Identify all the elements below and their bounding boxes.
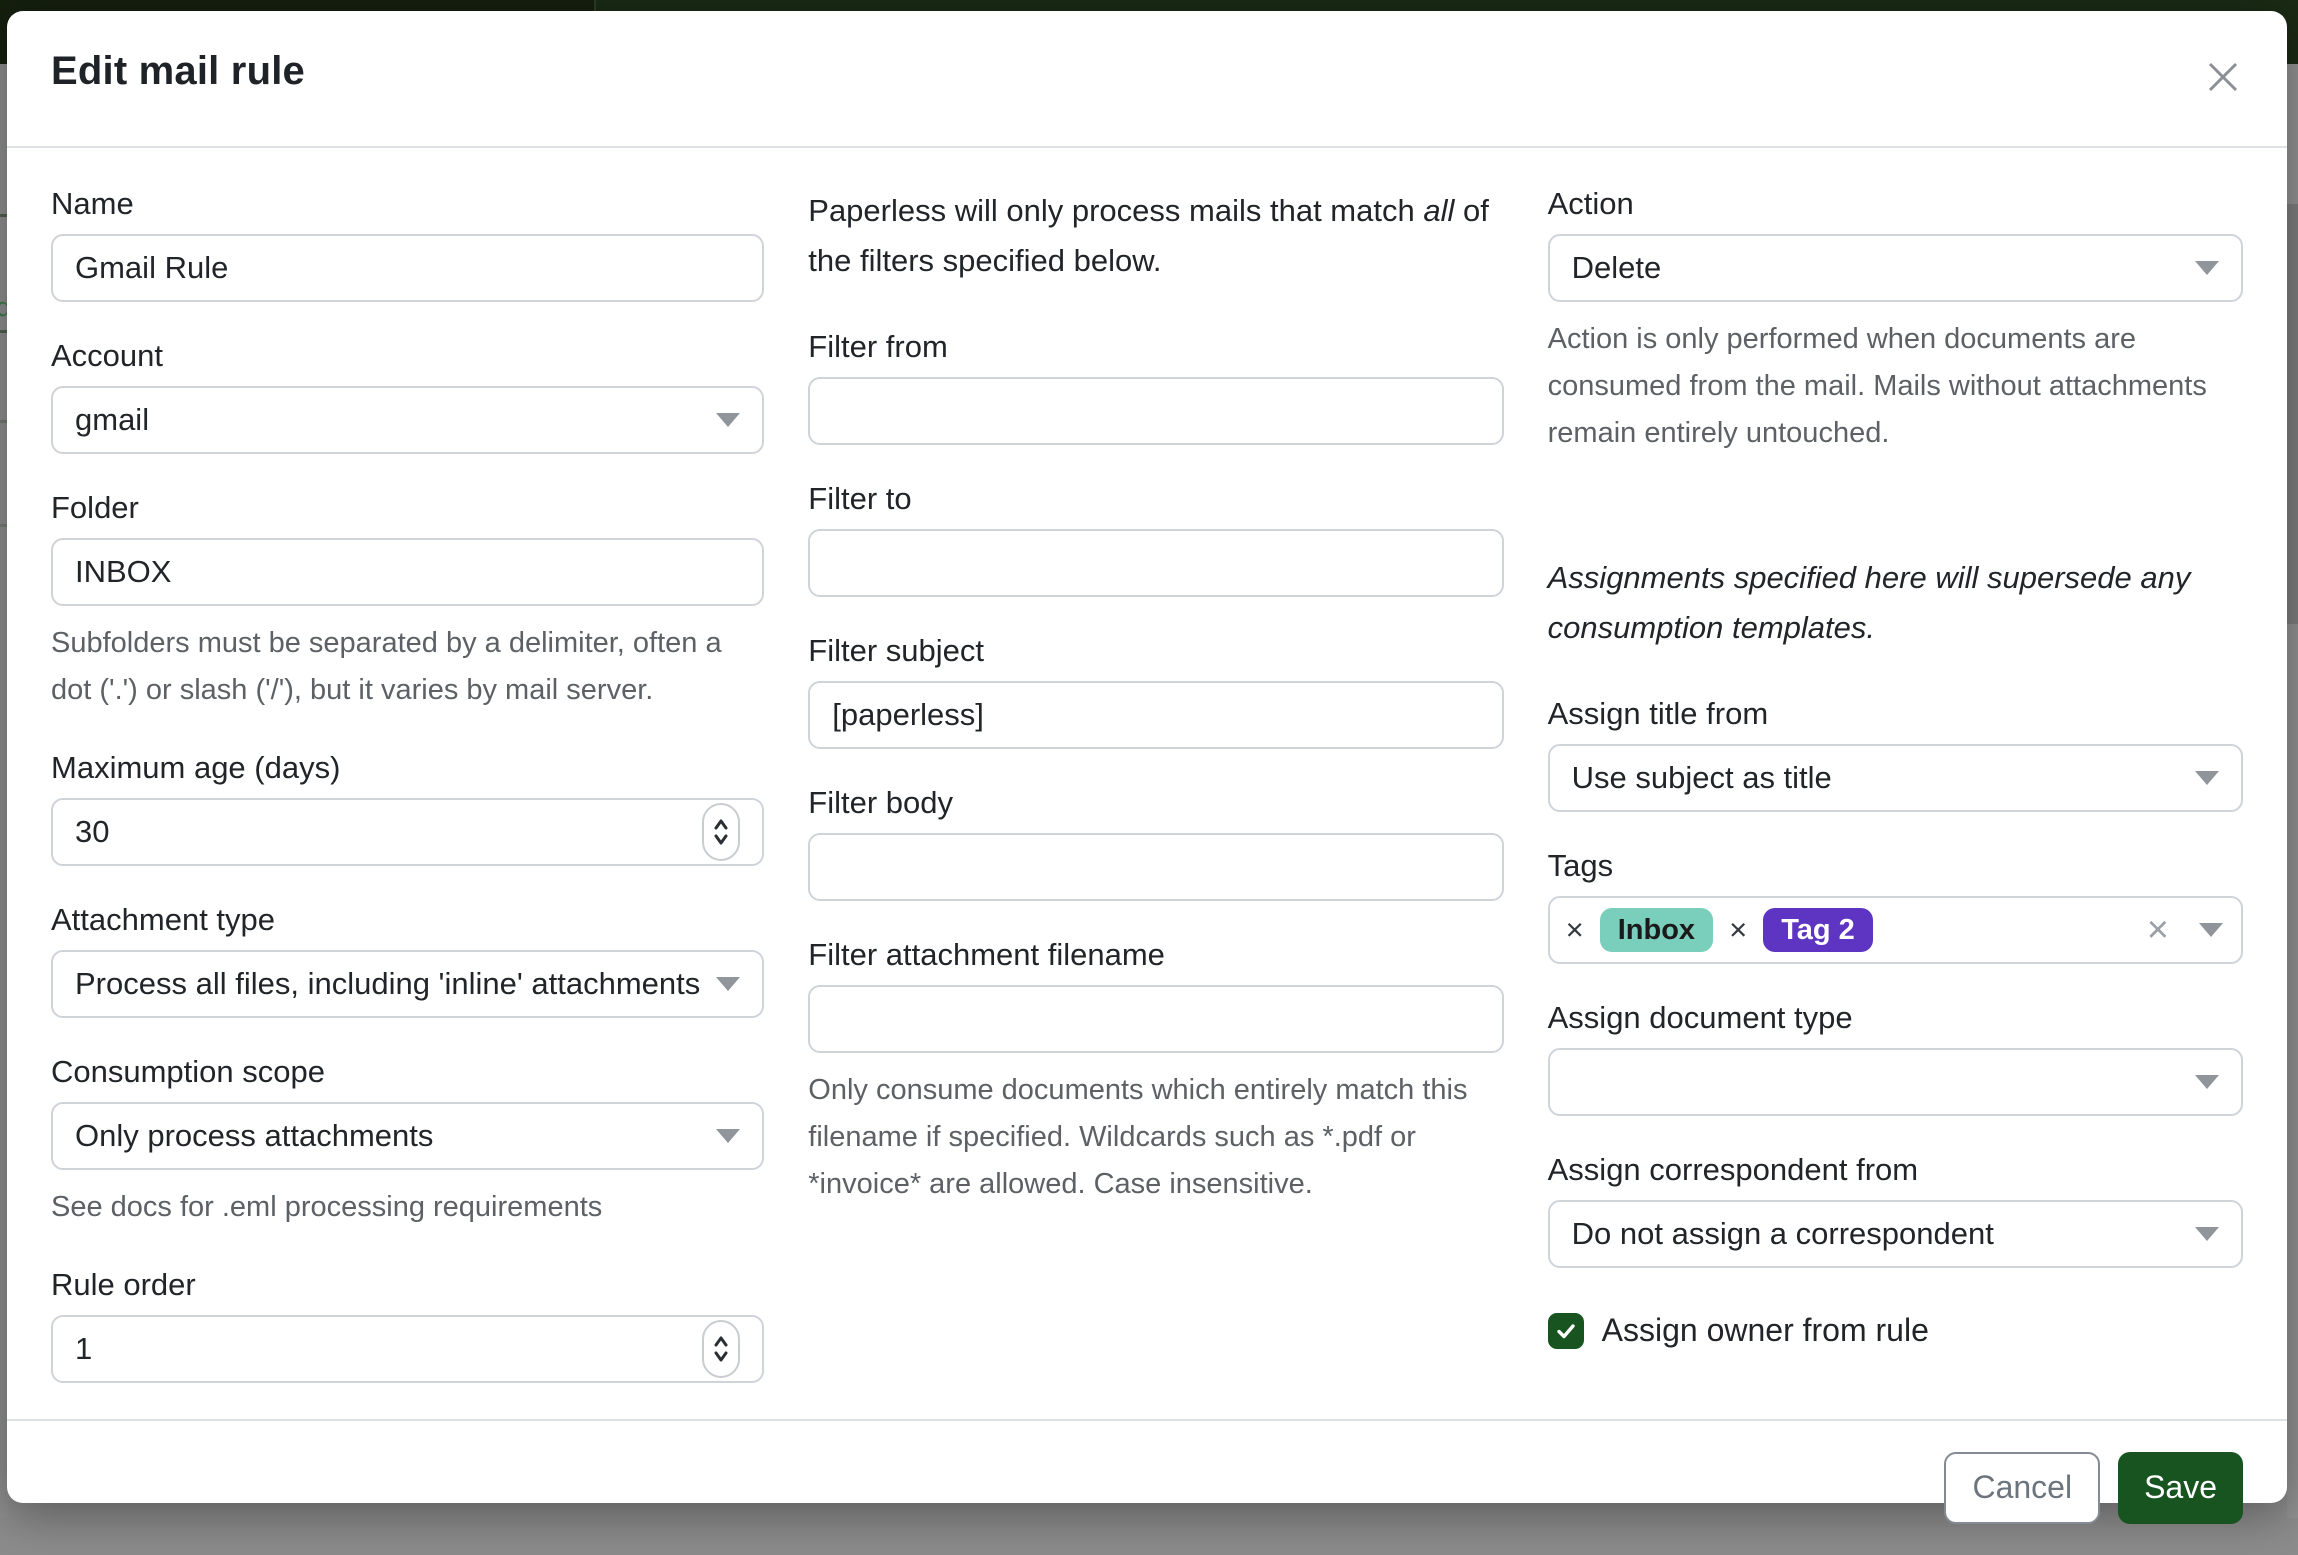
tag-pill: Tag 2 (1763, 908, 1873, 953)
consumption-scope-hint: See docs for .eml processing requirement… (51, 1190, 603, 1223)
chevron-down-icon (716, 413, 741, 427)
chevron-down-icon (2199, 923, 2223, 938)
attachment-type-select[interactable]: Process all files, including 'inline' at… (51, 949, 765, 1018)
chevron-down-icon (2195, 771, 2219, 786)
filter-attachment-filename-label: Filter attachment filename (808, 937, 1165, 973)
action-hint: Action is only performed when documents … (1547, 323, 2207, 449)
action-select[interactable]: Delete (1547, 234, 2243, 302)
assign-owner-label: Assign owner from rule (1601, 1312, 1929, 1349)
folder-input[interactable] (51, 538, 765, 606)
account-select[interactable]: gmail (51, 386, 765, 454)
folder-hint: Subfolders must be separated by a delimi… (51, 627, 722, 706)
account-label: Account (51, 338, 164, 373)
filter-subject-input[interactable] (808, 681, 1504, 750)
filter-attachment-filename-hint: Only consume documents which entirely ma… (808, 1074, 1468, 1201)
assign-title-from-label: Assign title from (1547, 696, 1769, 732)
chevron-down-icon (716, 1128, 741, 1143)
consumption-scope-select[interactable]: Only process attachments (51, 1101, 765, 1170)
name-label: Name (51, 186, 134, 221)
clear-tags-icon[interactable]: × (2146, 909, 2169, 952)
edit-mail-rule-dialog: Edit mail rule Name Account gmail (7, 11, 2287, 1524)
column-action-assignments: Action Delete Action is only performed w… (1547, 186, 2243, 1419)
filter-subject-label: Filter subject (808, 633, 984, 669)
tags-label: Tags (1547, 848, 1614, 884)
save-button[interactable]: Save (2118, 1451, 2243, 1524)
filter-from-input[interactable] (808, 377, 1504, 446)
filter-attachment-filename-input[interactable] (808, 985, 1504, 1054)
tags-select[interactable]: × Inbox × Tag 2 × (1547, 896, 2243, 965)
column-general: Name Account gmail Folder Subfolders mus… (51, 186, 765, 1419)
page-backdrop-right (2287, 64, 2298, 1518)
page-backdrop-left: d (0, 64, 8, 1518)
column-filters: Paperless will only process mails that m… (808, 186, 1504, 1419)
assign-correspondent-from-select[interactable]: Do not assign a correspondent (1547, 1200, 2243, 1269)
backdrop-row-line (0, 420, 8, 423)
close-button[interactable] (2203, 57, 2243, 97)
dialog-header: Edit mail rule (7, 11, 2287, 148)
filters-intro: Paperless will only process mails that m… (808, 193, 1489, 278)
consumption-scope-label: Consumption scope (51, 1053, 325, 1089)
backdrop-row-line (0, 524, 8, 527)
close-icon (2208, 62, 2238, 92)
backdrop-text-fragment: d (0, 292, 8, 322)
assign-document-type-select[interactable] (1547, 1048, 2243, 1117)
filter-body-input[interactable] (808, 833, 1504, 902)
attachment-type-label: Attachment type (51, 901, 276, 937)
name-input[interactable] (51, 234, 765, 302)
backdrop-scrollbar (2287, 204, 2298, 624)
dialog-footer: Cancel Save (7, 1418, 2287, 1555)
rule-order-stepper[interactable]: 1 (51, 1314, 765, 1383)
rule-order-label: Rule order (51, 1266, 196, 1302)
max-age-stepper[interactable]: 30 (51, 797, 765, 866)
assign-owner-checkbox[interactable] (1547, 1312, 1584, 1349)
chevron-down-icon (716, 976, 741, 991)
cancel-button[interactable]: Cancel (1944, 1451, 2101, 1524)
filter-from-label: Filter from (808, 329, 948, 365)
assign-title-from-select[interactable]: Use subject as title (1547, 744, 2243, 813)
max-age-label: Maximum age (days) (51, 749, 341, 785)
remove-tag-icon[interactable]: × (1565, 912, 1584, 948)
filter-body-label: Filter body (808, 785, 953, 821)
remove-tag-icon[interactable]: × (1729, 912, 1748, 948)
tag-pill: Inbox (1599, 908, 1714, 953)
selected-tags: × Inbox × Tag 2 (1564, 908, 1873, 953)
assignments-note: Assignments specified here will supersed… (1547, 559, 2191, 645)
assign-correspondent-from-label: Assign correspondent from (1547, 1152, 1919, 1188)
spinner-icon[interactable] (702, 802, 741, 861)
dialog-body: Name Account gmail Folder Subfolders mus… (7, 148, 2287, 1419)
assign-owner-row: Assign owner from rule (1547, 1312, 2243, 1349)
dialog-title: Edit mail rule (51, 49, 305, 93)
chevron-down-icon (2195, 1075, 2219, 1090)
chevron-down-icon (2195, 1227, 2219, 1242)
chevron-down-icon (2195, 261, 2219, 275)
filter-to-input[interactable] (808, 529, 1504, 598)
filter-to-label: Filter to (808, 481, 912, 517)
backdrop-row-line (0, 214, 8, 217)
assign-document-type-label: Assign document type (1547, 1000, 1853, 1036)
action-label: Action (1547, 186, 1634, 221)
backdrop-row-line (0, 330, 8, 333)
spinner-icon[interactable] (702, 1319, 741, 1378)
check-icon (1556, 1323, 1575, 1338)
folder-label: Folder (51, 490, 139, 525)
